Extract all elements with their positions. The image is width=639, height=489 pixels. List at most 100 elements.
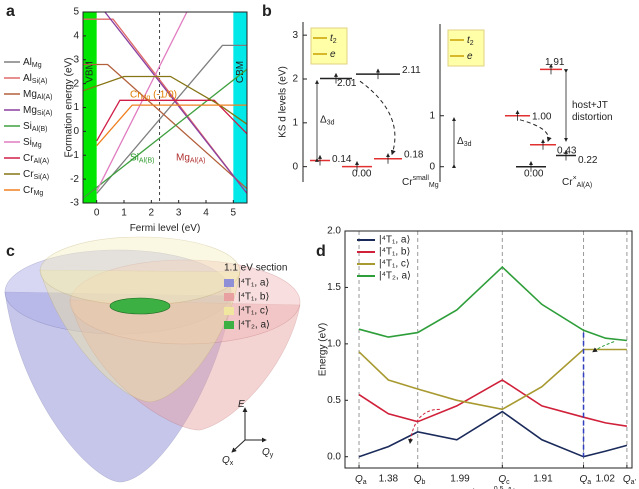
note: distortion <box>572 112 613 123</box>
legend-label: AlMg <box>23 57 42 70</box>
level-label: 0.18 <box>404 149 424 160</box>
axis-name-part: Q <box>222 455 230 466</box>
series-line <box>96 44 247 194</box>
x-tick-label-part: a <box>363 479 367 486</box>
legend-box <box>310 27 348 65</box>
annotation: CrMg (-1/0) <box>130 89 177 102</box>
y-tick-label: 1 <box>429 110 435 121</box>
panel-label: b <box>262 3 272 20</box>
legend-label: MgAl(A) <box>23 89 52 102</box>
y-tick-label: 2 <box>292 74 298 85</box>
x-tick-label-part: a' <box>631 479 636 486</box>
legend-label-part: Cr <box>23 185 34 196</box>
legend-label: |⁴T₁, a⟩ <box>238 278 269 289</box>
legend-label: |⁴T₂, a⟩ <box>379 271 411 282</box>
y-axis-label: Energy (eV) <box>318 323 329 376</box>
defect-label: Cr×Al(A) <box>562 175 592 189</box>
plot-frame <box>344 230 633 469</box>
x-tick-label-part: Q <box>355 474 363 485</box>
delta-label-part: Δ <box>320 114 327 125</box>
defect-label-part: Cr <box>402 177 413 188</box>
annotation-part: Al(B) <box>139 158 155 165</box>
x-tick-label: Qa <box>355 474 367 487</box>
transition-arrow <box>408 408 440 444</box>
level-label: 2.01 <box>337 78 357 89</box>
legend-label: |⁴T₂, a⟩ <box>238 320 270 331</box>
legend-label-part: Mg <box>32 62 42 69</box>
y-tick-label: 0.0 <box>327 451 341 462</box>
axis-triad <box>231 407 267 453</box>
series-line <box>358 379 628 427</box>
x-tick-label-part: Q <box>623 474 631 485</box>
x-axis-label-part: Å) <box>507 486 517 489</box>
axis-name-part: E <box>238 399 245 410</box>
defect-label-part: small <box>413 175 430 182</box>
legend-label: e <box>330 49 336 60</box>
axis-name-part: y <box>270 452 274 459</box>
x-axis-label-part: 0.5 <box>494 486 504 489</box>
defect-label-part: Al(A) <box>577 182 593 189</box>
legend-label-part: t <box>467 35 471 46</box>
annotation-part: Si <box>130 152 139 163</box>
level-label: 0.00 <box>352 168 372 179</box>
delta-label: Δ3d <box>457 136 472 149</box>
annotation-part: (-1/0) <box>150 89 177 100</box>
legend-label: |⁴T₁, c⟩ <box>379 259 410 270</box>
x-tick-label-part: Q <box>498 474 506 485</box>
band <box>233 12 247 203</box>
axis-name: E <box>238 399 245 410</box>
y-tick-label: 0 <box>73 126 79 137</box>
axis-name: Qy <box>262 447 274 460</box>
legend-label: |⁴T₁, b⟩ <box>238 292 269 303</box>
band-label: VBM <box>84 61 95 83</box>
level-label: 1.00 <box>532 111 552 122</box>
legend-label-part: Mg <box>34 190 44 197</box>
legend-label-part: t <box>330 33 334 44</box>
y-tick-label: 5 <box>73 7 79 18</box>
delta-label-part: Δ <box>457 136 464 147</box>
series-line <box>96 99 247 142</box>
distance-label: 1.99 <box>450 474 470 485</box>
axis-name-part: x <box>230 460 234 467</box>
legend-label-part: 2 <box>470 40 474 47</box>
series-line <box>83 68 247 199</box>
annotation-part: Mg <box>176 152 190 163</box>
level-label: 0.22 <box>578 155 598 166</box>
series-line <box>96 12 188 192</box>
legend-label: t2 <box>330 33 337 46</box>
legend-label-part: Si(A) <box>37 110 53 117</box>
legend-label-part: Si <box>23 137 32 148</box>
band <box>83 12 97 203</box>
x-tick-label: Qb <box>414 474 426 487</box>
x-tick-label: Qa' <box>623 474 636 487</box>
x-tick-label: 2 <box>149 208 155 219</box>
y-tick-label: 4 <box>73 31 79 42</box>
legend-label-part: Al(B) <box>32 126 48 133</box>
level-label: 0.00 <box>524 168 544 179</box>
y-axis-label: Formation energy (eV) <box>64 57 75 157</box>
x-tick-label-part: Q <box>414 474 422 485</box>
legend-label: CrSi(A) <box>23 169 49 182</box>
transition-arrow <box>592 341 615 353</box>
legend-label-part: Mg <box>23 105 37 116</box>
legend-label-part: 2 <box>333 38 337 45</box>
defect-label-part: Mg <box>429 182 439 189</box>
legend-label-part: Mg <box>32 142 42 149</box>
legend-label-part: Al(A) <box>34 158 50 165</box>
legend-label: SiMg <box>23 137 42 150</box>
x-tick-label-part: c <box>506 479 510 486</box>
level-label: 0.43 <box>557 145 577 156</box>
legend-label-part: Al(A) <box>37 94 53 101</box>
legend-swatch <box>224 279 234 287</box>
legend-label-part: Si(A) <box>32 78 48 85</box>
x-tick-label: 4 <box>203 208 209 219</box>
legend-box <box>447 29 485 67</box>
legend-swatch <box>224 321 234 329</box>
x-tick-label: Qc <box>498 474 510 487</box>
y-tick-label: -2 <box>70 174 79 185</box>
delta-label-part: 3d <box>464 142 472 149</box>
band-label: CBM <box>235 61 246 83</box>
legend-label-part: Cr <box>23 153 34 164</box>
annotation-part: Cr <box>130 89 141 100</box>
y-tick-label: 3 <box>292 30 298 41</box>
